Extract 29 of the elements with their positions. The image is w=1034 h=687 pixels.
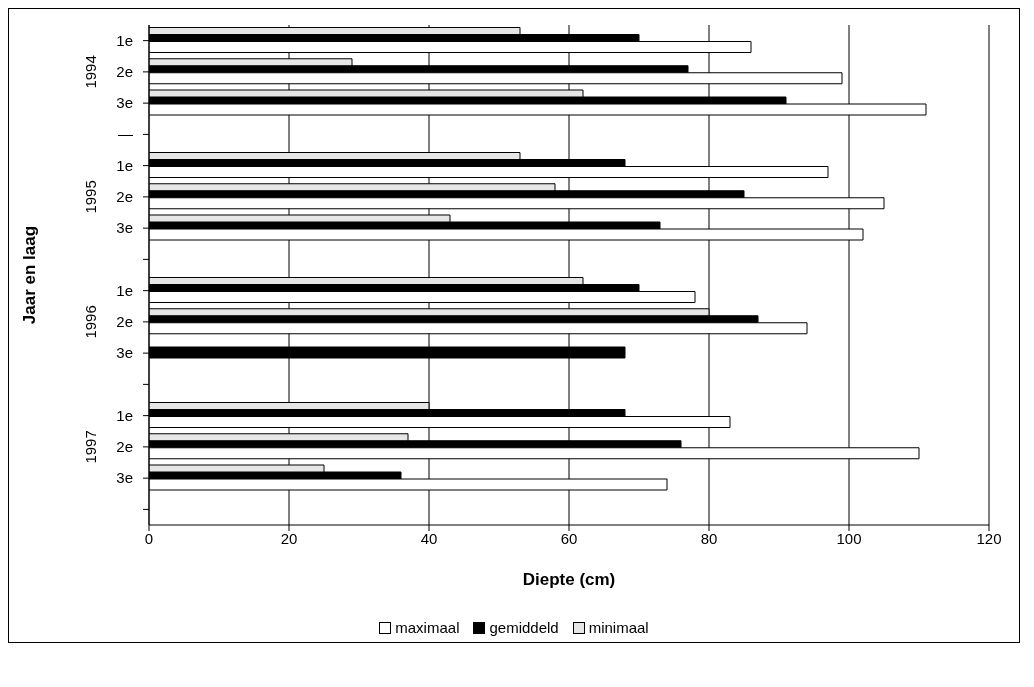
y-tick-label: 2e bbox=[116, 62, 133, 80]
y-tick-label: — bbox=[118, 125, 133, 143]
legend-label: gemiddeld bbox=[488, 619, 559, 636]
x-axis-title: Diepte (cm) bbox=[522, 570, 616, 589]
text: 1995 bbox=[82, 180, 99, 214]
y-tick-label: 3e bbox=[116, 219, 133, 237]
y-axis-title: Jaar en laag bbox=[20, 225, 40, 325]
legend-label: maximaal bbox=[394, 619, 460, 636]
y-tick-label: 3e bbox=[116, 344, 133, 362]
y-tick-label: 1e bbox=[116, 281, 133, 299]
y-tick-label: 3e bbox=[116, 469, 133, 487]
x-tick-label: 0 bbox=[144, 529, 154, 547]
y-tick-label: 2e bbox=[116, 437, 133, 455]
x-tick-label: 120 bbox=[976, 529, 1002, 547]
y-tick-label: 1e bbox=[116, 31, 133, 49]
text: 1996 bbox=[82, 305, 99, 339]
y-tick-label: 1e bbox=[116, 156, 133, 174]
y-tick-label: 1e bbox=[116, 406, 133, 424]
y-tick-label: 3e bbox=[116, 94, 133, 112]
legend-label: minimaal bbox=[587, 619, 649, 636]
y-tick-label: 2e bbox=[116, 312, 133, 330]
x-tick-label: 20 bbox=[280, 529, 298, 547]
text: 1994 bbox=[82, 55, 99, 89]
y-tick-label: 2e bbox=[116, 187, 133, 205]
x-tick-label: 80 bbox=[700, 529, 718, 547]
x-tick-label: 40 bbox=[420, 529, 438, 547]
x-tick-label: 100 bbox=[836, 529, 862, 547]
text: 1997 bbox=[82, 430, 99, 464]
x-tick-label: 60 bbox=[560, 529, 578, 547]
